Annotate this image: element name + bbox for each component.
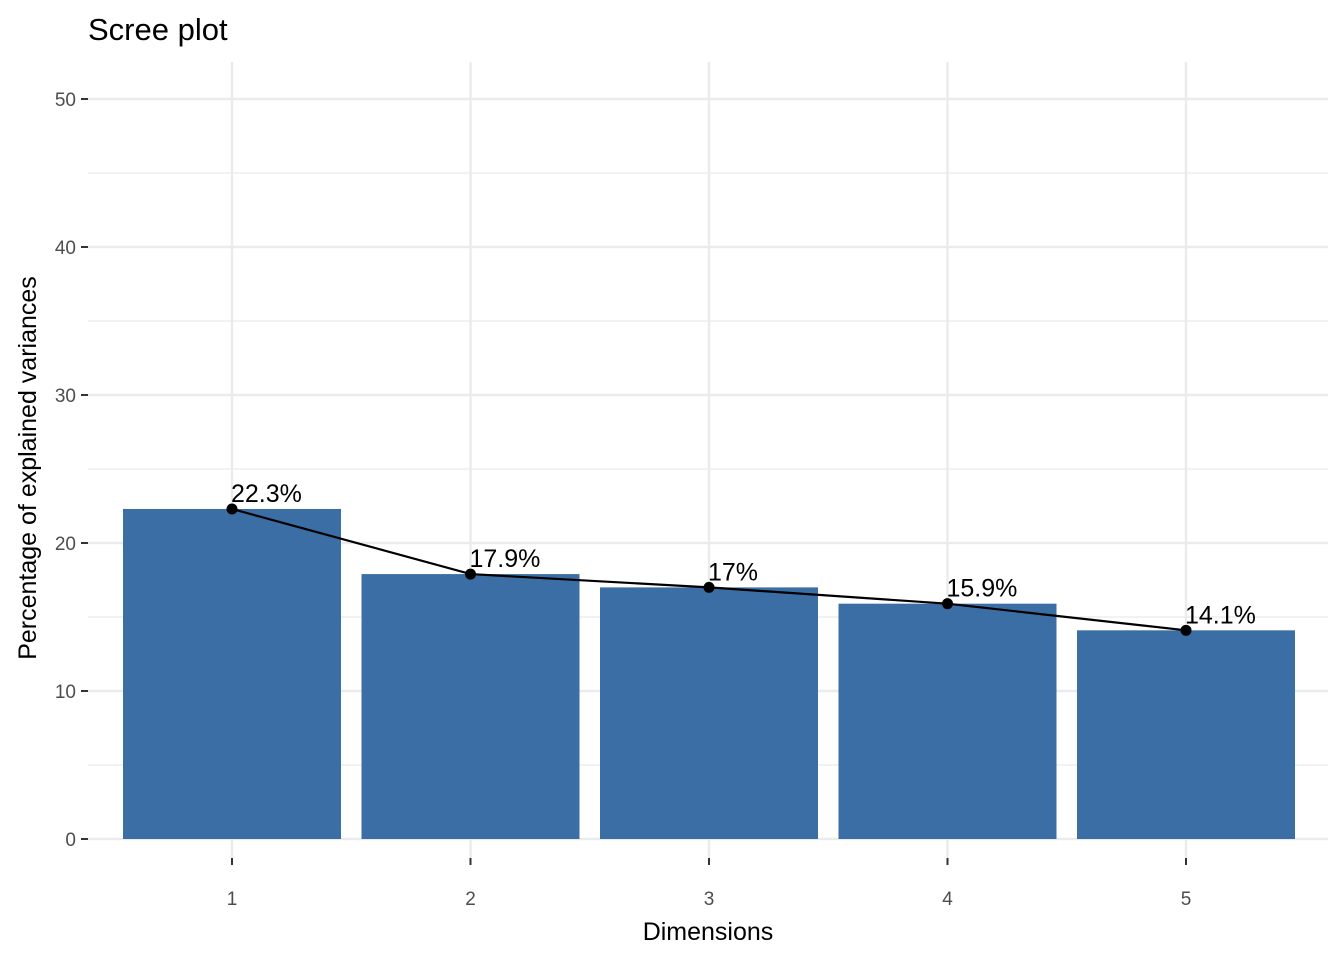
x-axis-title: Dimensions	[643, 918, 774, 946]
data-label-1: 22.3%	[231, 480, 302, 508]
x-tick-label: 2	[465, 889, 476, 910]
data-label-2: 17.9%	[470, 545, 541, 573]
chart-title: Scree plot	[88, 12, 228, 47]
y-tick-label: 50	[55, 90, 76, 111]
y-axis: 0 10 20 30 40 50	[55, 90, 88, 851]
x-tick-label: 1	[227, 889, 238, 910]
bar-4	[838, 603, 1057, 839]
bar-2	[361, 574, 580, 839]
y-tick-label: 10	[55, 682, 76, 703]
y-tick-label: 40	[55, 238, 76, 259]
data-label-5: 14.1%	[1185, 601, 1256, 629]
y-tick-label: 30	[55, 386, 76, 407]
x-axis: 1 2 3 4 5	[227, 858, 1192, 910]
data-labels: 22.3% 17.9% 17% 15.9% 14.1%	[231, 480, 1256, 629]
bar-5	[1077, 630, 1295, 839]
x-tick-label: 5	[1181, 889, 1192, 910]
point-2	[465, 568, 476, 580]
x-tick-label: 4	[942, 889, 953, 910]
point-5	[1180, 624, 1192, 636]
y-tick-label: 0	[65, 830, 76, 851]
x-tick-label: 3	[704, 889, 715, 910]
data-label-3: 17%	[708, 558, 758, 586]
y-axis-title: Percentage of explained variances	[14, 276, 42, 660]
bar-3	[600, 587, 818, 839]
point-1	[226, 503, 238, 515]
bar-1	[123, 508, 341, 839]
bars	[123, 508, 1295, 839]
y-tick-label: 20	[55, 534, 76, 555]
point-4	[942, 598, 953, 610]
point-3	[703, 581, 715, 593]
data-points	[226, 503, 1192, 636]
data-label-4: 15.9%	[947, 575, 1018, 603]
